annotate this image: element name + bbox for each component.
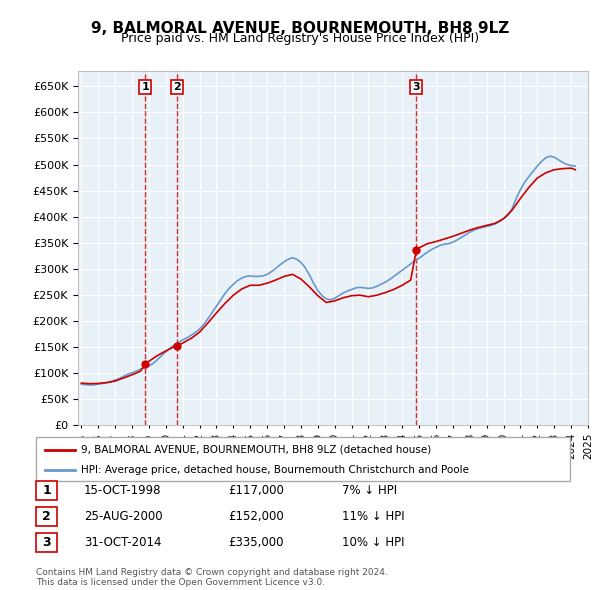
- Text: £152,000: £152,000: [228, 510, 284, 523]
- Text: 25-AUG-2000: 25-AUG-2000: [84, 510, 163, 523]
- Text: This data is licensed under the Open Government Licence v3.0.: This data is licensed under the Open Gov…: [36, 578, 325, 587]
- Text: 7% ↓ HPI: 7% ↓ HPI: [342, 484, 397, 497]
- Text: Price paid vs. HM Land Registry's House Price Index (HPI): Price paid vs. HM Land Registry's House …: [121, 32, 479, 45]
- Text: 2: 2: [173, 82, 181, 91]
- Text: £117,000: £117,000: [228, 484, 284, 497]
- Text: 9, BALMORAL AVENUE, BOURNEMOUTH, BH8 9LZ: 9, BALMORAL AVENUE, BOURNEMOUTH, BH8 9LZ: [91, 21, 509, 35]
- Text: £335,000: £335,000: [228, 536, 284, 549]
- Text: 1: 1: [42, 484, 51, 497]
- Text: 11% ↓ HPI: 11% ↓ HPI: [342, 510, 404, 523]
- Text: 31-OCT-2014: 31-OCT-2014: [84, 536, 161, 549]
- Text: 3: 3: [412, 82, 420, 91]
- Text: 3: 3: [42, 536, 51, 549]
- Text: 1: 1: [142, 82, 149, 91]
- Text: 15-OCT-1998: 15-OCT-1998: [84, 484, 161, 497]
- Text: Contains HM Land Registry data © Crown copyright and database right 2024.: Contains HM Land Registry data © Crown c…: [36, 568, 388, 577]
- Text: 2: 2: [42, 510, 51, 523]
- Text: 10% ↓ HPI: 10% ↓ HPI: [342, 536, 404, 549]
- Text: 9, BALMORAL AVENUE, BOURNEMOUTH, BH8 9LZ (detached house): 9, BALMORAL AVENUE, BOURNEMOUTH, BH8 9LZ…: [81, 445, 431, 455]
- Text: HPI: Average price, detached house, Bournemouth Christchurch and Poole: HPI: Average price, detached house, Bour…: [81, 465, 469, 475]
